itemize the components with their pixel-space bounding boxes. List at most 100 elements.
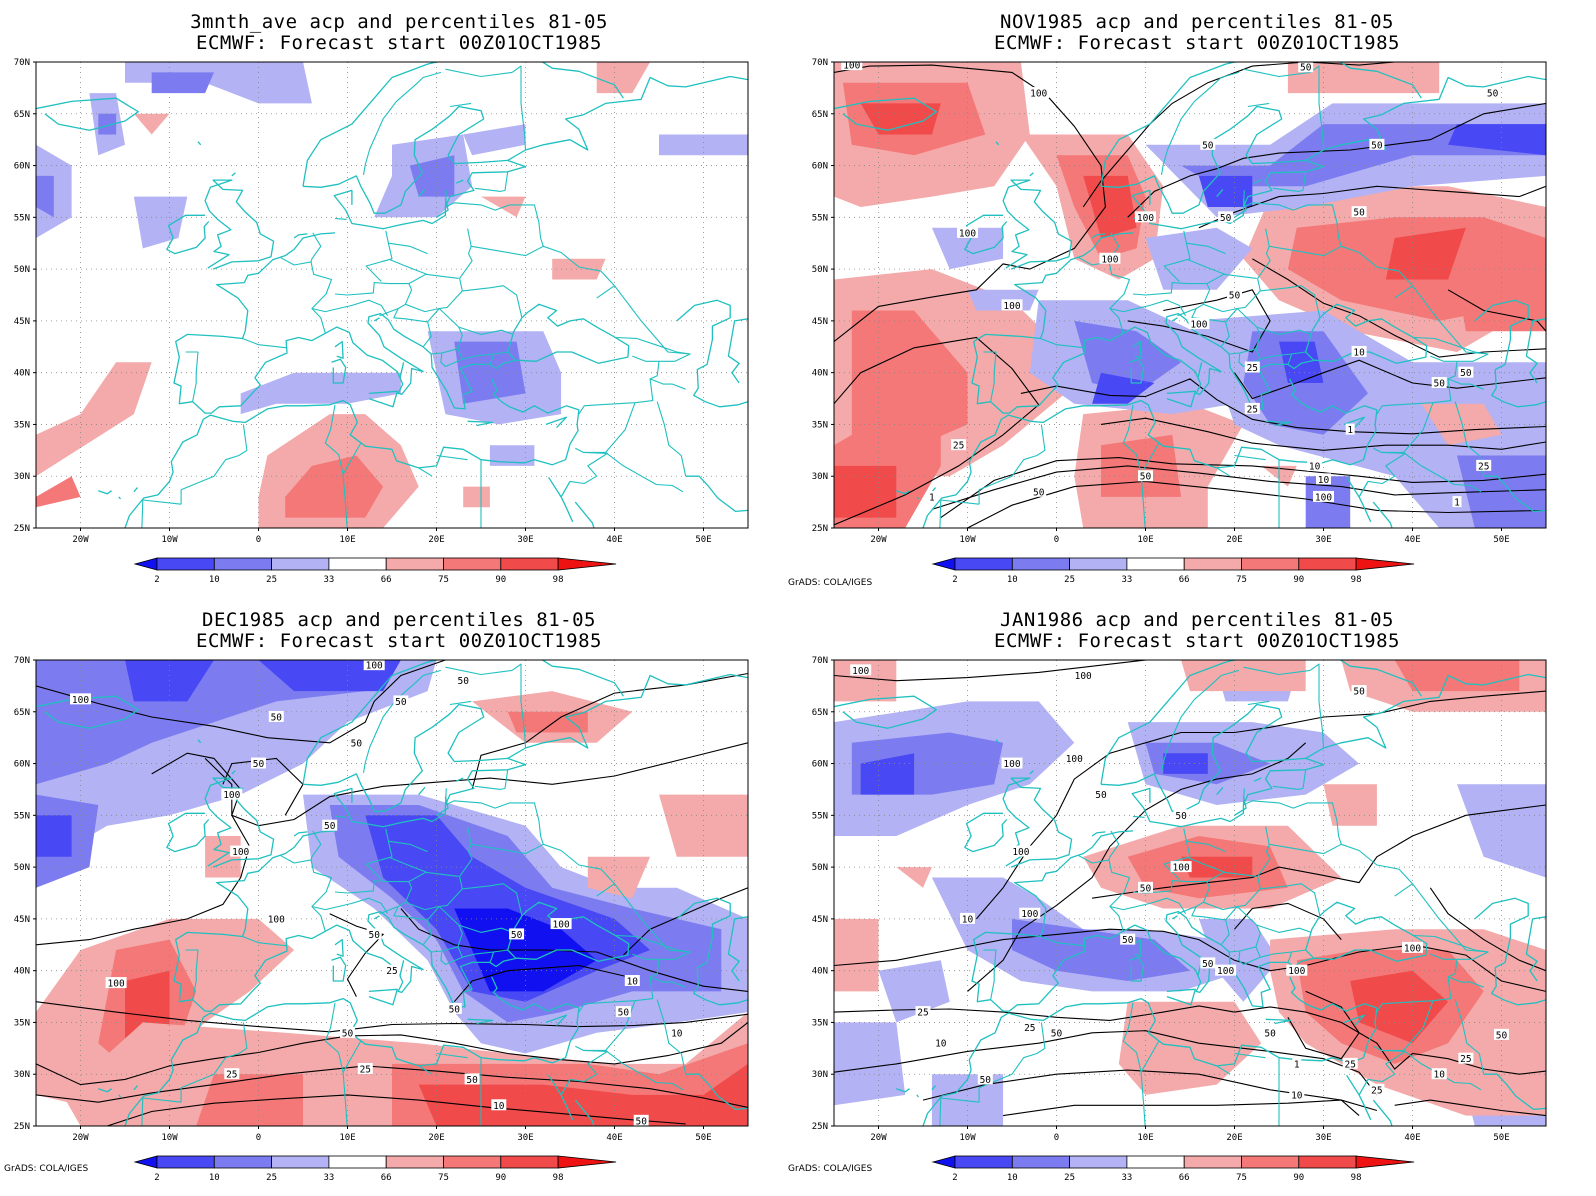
contour-line — [329, 913, 385, 997]
colorbar-label: 90 — [1293, 575, 1304, 585]
country-border — [605, 451, 684, 493]
contour-label: 50 — [1353, 687, 1365, 698]
contour-label: 100 — [959, 228, 976, 239]
contour-label: 25 — [1344, 1059, 1355, 1070]
contour-label-bg — [1316, 473, 1331, 485]
contour-label: 50 — [1229, 291, 1241, 302]
contour-label: 25 — [1371, 1085, 1382, 1096]
country-border — [1412, 285, 1489, 362]
contour-label-bg — [224, 1068, 240, 1080]
contour-label-bg — [624, 975, 640, 987]
percentile-shade — [659, 134, 748, 156]
country-border — [459, 228, 473, 279]
lon-label: 20E — [1226, 1133, 1242, 1143]
contour-line — [834, 660, 1146, 682]
coastline — [896, 490, 910, 495]
contour-label-bg — [1215, 964, 1237, 976]
contour-label: 25 — [1460, 1054, 1471, 1065]
lat-label: 70N — [14, 656, 30, 666]
country-border — [1414, 336, 1489, 355]
percentile-shade — [1083, 175, 1137, 238]
country-border — [444, 190, 447, 208]
contour-label: 100 — [223, 790, 240, 801]
colorbar-arrow-left — [931, 1155, 956, 1169]
contour-line — [107, 1094, 686, 1126]
coastline — [971, 232, 1428, 414]
contour-label: 25 — [917, 1008, 928, 1019]
country-border — [1257, 228, 1271, 279]
map-frame — [35, 659, 749, 1127]
coastline — [197, 739, 202, 744]
coastline — [1358, 496, 1372, 523]
panel-title: JAN1986 acp and percentiles 81-05 — [1000, 609, 1394, 631]
coastline — [118, 496, 122, 500]
coastline — [995, 141, 1000, 146]
contour-label: 50 — [1460, 368, 1472, 379]
contour-label: 10 — [1291, 1090, 1303, 1101]
contour-label-bg — [491, 1099, 507, 1111]
percentile-shade — [1421, 403, 1502, 446]
colorbar-segment — [328, 557, 387, 571]
coastline — [1483, 475, 1546, 513]
country-border — [342, 1040, 362, 1126]
country-border — [569, 451, 608, 485]
contour-label: 50 — [271, 712, 283, 723]
contour-label: 50 — [253, 759, 265, 770]
percentile-shade — [489, 445, 535, 466]
coastline — [1253, 777, 1262, 782]
contour-label: 100 — [1190, 319, 1207, 330]
country-border — [342, 442, 362, 528]
coastline — [545, 1014, 568, 1027]
country-border — [471, 843, 616, 897]
map-frame — [833, 659, 1547, 1127]
coastline — [1339, 62, 1422, 99]
lat-label: 30N — [812, 1070, 828, 1080]
percentile-shade — [125, 62, 312, 104]
country-border — [1257, 278, 1321, 318]
contour-line — [834, 928, 1546, 992]
colorbar-segment — [500, 1155, 559, 1169]
coastline — [1029, 172, 1034, 177]
map-frame — [35, 61, 749, 529]
percentile-shade — [851, 310, 968, 456]
contour-label: 10 — [1309, 461, 1321, 472]
contour-label: 100 — [366, 661, 383, 672]
coastline — [331, 956, 347, 982]
lon-label: 40E — [1404, 535, 1420, 545]
percentile-shade — [834, 1022, 906, 1106]
contour-label: 50 — [1202, 959, 1214, 970]
country-border — [1186, 840, 1226, 853]
country-border — [1376, 361, 1458, 415]
contour-label-bg — [1063, 752, 1085, 764]
contour-label-bg — [1494, 1028, 1509, 1040]
lat-label: 45N — [14, 915, 30, 925]
colorbar-segment — [1183, 1155, 1242, 1169]
coastline — [995, 739, 1000, 744]
colorbar-label: 25 — [266, 1173, 277, 1183]
contour-label: 50 — [449, 1004, 461, 1015]
country-border — [418, 467, 433, 477]
colorbar-arrow-right — [557, 557, 617, 571]
coastline — [1358, 1094, 1372, 1121]
coastline — [1525, 318, 1546, 384]
panel-title: NOV1985 acp and percentiles 81-05 — [1000, 11, 1394, 33]
panel-title: DEC1985 acp and percentiles 81-05 — [202, 609, 596, 631]
country-border — [1078, 257, 1131, 334]
contour-label: 100 — [1137, 213, 1154, 224]
coastline — [1234, 198, 1247, 218]
percentile-shade — [1198, 175, 1253, 207]
contour-line — [1100, 417, 1546, 451]
contour-label: 50 — [1300, 63, 1312, 74]
contour-label: 50 — [1051, 1028, 1063, 1039]
coastline — [373, 915, 380, 920]
percentile-shade — [834, 465, 897, 518]
map-plot: 100 1005010010050501001005010050501001005… — [812, 656, 1547, 1183]
percentile-shade — [36, 815, 72, 857]
country-border — [578, 361, 660, 415]
country-border — [489, 353, 495, 365]
lat-label: 60N — [812, 162, 828, 172]
percentile-shade — [36, 175, 54, 218]
contour-label: 1 — [929, 492, 935, 503]
contour-label: 25 — [386, 966, 397, 977]
panel-subtitle: ECMWF: Forecast start 00Z01OCT1985 — [196, 32, 602, 54]
